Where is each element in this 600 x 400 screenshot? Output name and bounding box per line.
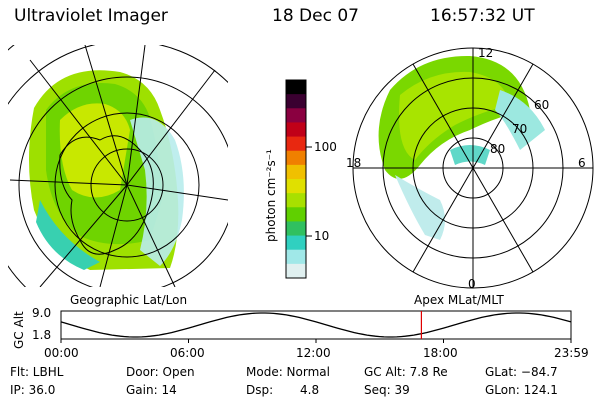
altitude-xtick-1: 06:00 <box>170 346 205 360</box>
altitude-ytick-min: 1.8 <box>32 328 51 342</box>
ip-info: IP: 36.0 <box>10 383 55 397</box>
altitude-ylabel: GC Alt <box>12 311 26 349</box>
door-info: Door: Open <box>126 365 195 379</box>
altitude-ytick-max: 9.0 <box>32 306 51 320</box>
gain-info: Gain: 14 <box>126 383 177 397</box>
dsp-value: 4.8 <box>300 383 319 397</box>
altitude-xtick-0: 00:00 <box>44 346 79 360</box>
seq-info: Seq: 39 <box>364 383 410 397</box>
glat-info: GLat: −84.7 <box>485 365 558 379</box>
mode-info: Mode: Normal <box>246 365 330 379</box>
gc-alt-info: GC Alt: 7.8 Re <box>364 365 448 379</box>
altitude-xtick-2: 12:00 <box>296 346 331 360</box>
glon-info: GLon: 124.1 <box>485 383 558 397</box>
filter-info: Flt: LBHL <box>10 365 63 379</box>
dsp-label: Dsp: <box>246 383 273 397</box>
altitude-xtick-3: 18:00 <box>423 346 458 360</box>
altitude-xtick-4: 23:59 <box>554 346 589 360</box>
